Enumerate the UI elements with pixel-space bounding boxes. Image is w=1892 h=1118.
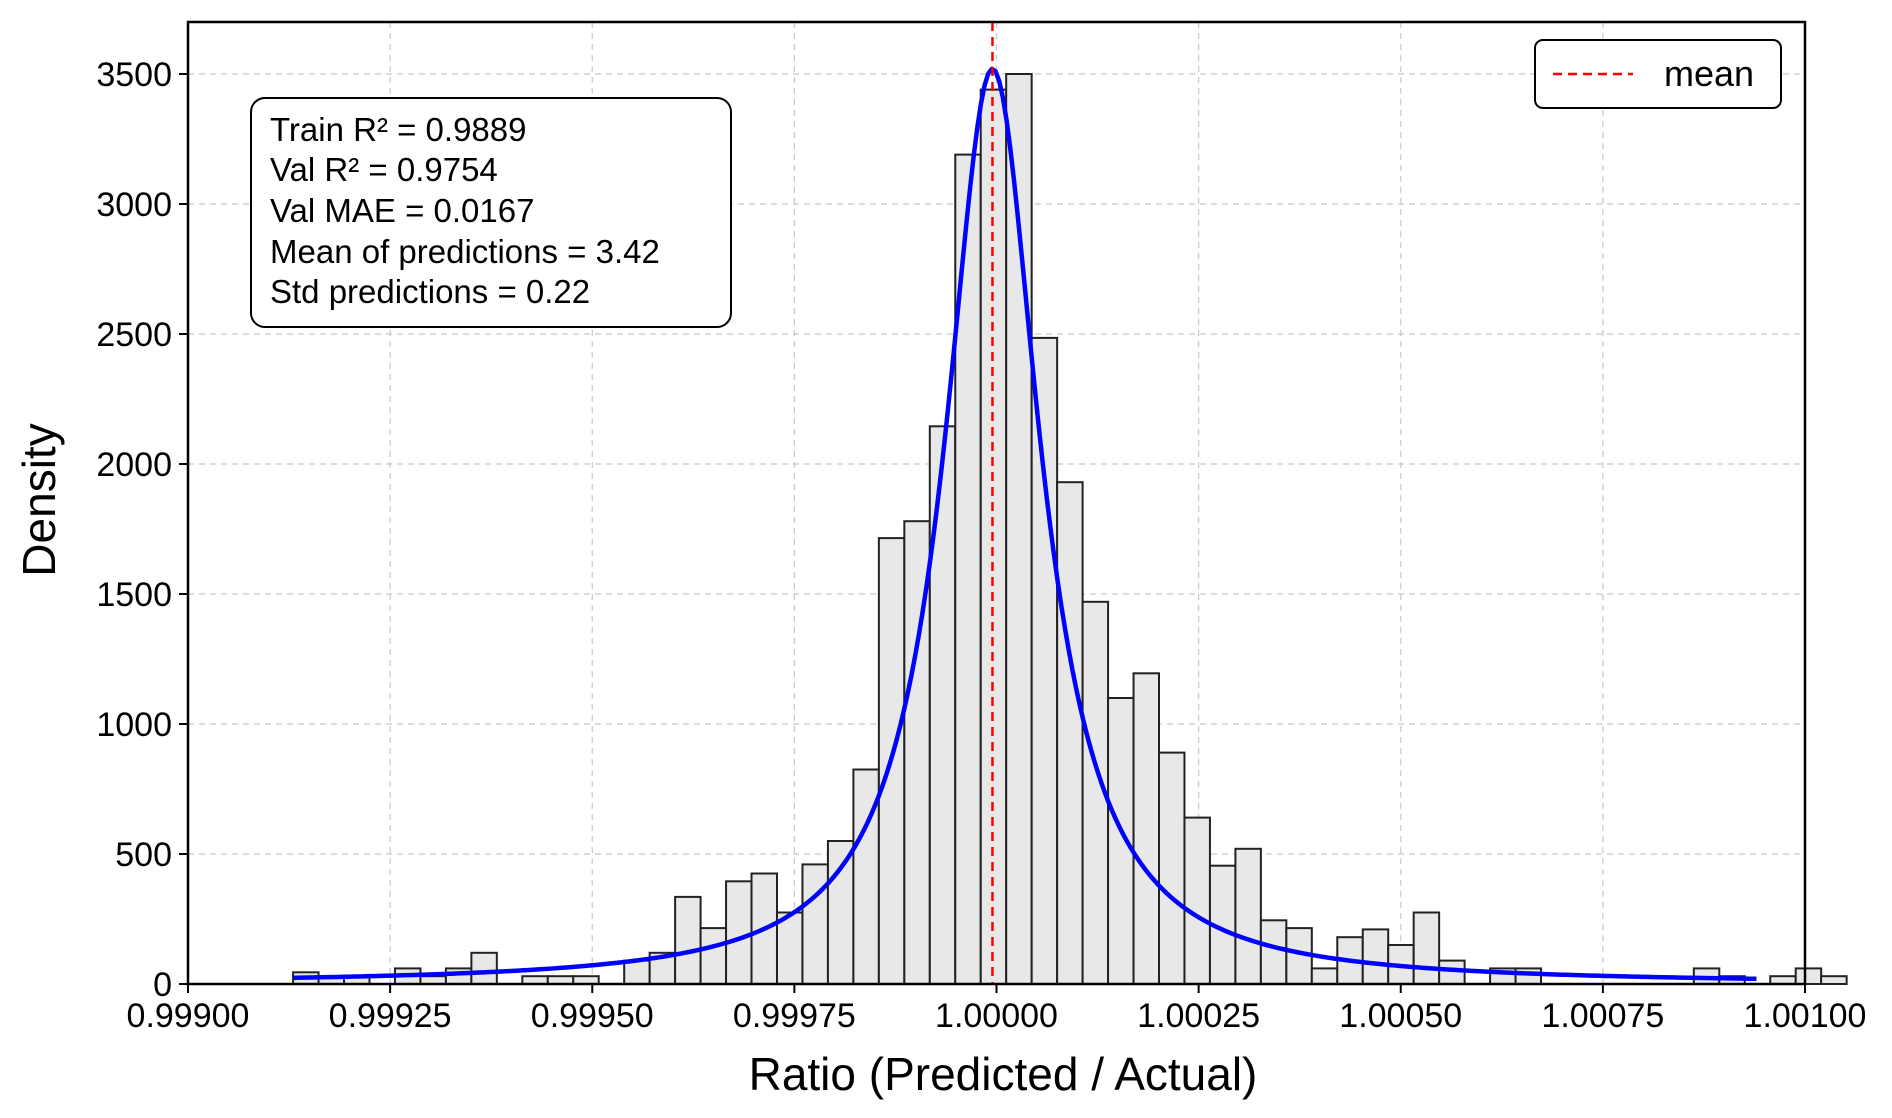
y-tick-label: 3000 [96,186,172,224]
y-tick-label: 3500 [96,56,172,94]
histogram-bar [1030,336,1059,985]
y-tick-label: 2500 [96,316,172,354]
histogram-bar [1183,816,1211,985]
histogram-bar [1259,919,1288,985]
histogram-bar [1361,928,1390,986]
y-tick-label: 2000 [96,446,172,484]
x-tick-label: 0.99950 [531,997,654,1035]
stat-mean-predictions: Mean of predictions = 3.42 [270,233,660,270]
histogram-bar [1310,967,1339,986]
x-tick-label: 0.99900 [127,997,250,1035]
histogram-bar [1820,975,1848,986]
stats-annotation-box: Train R² = 0.9889 Val R² = 0.9754 Val MA… [250,97,732,328]
histogram-bar [801,863,829,986]
histogram-bar [470,951,498,985]
stat-train-r2: Train R² = 0.9889 [270,111,527,148]
histogram-bar [1514,967,1543,986]
stats-box-frame [250,97,732,328]
axes-group [179,20,1807,993]
histogram-bar [1107,697,1135,985]
x-tick-label: 1.00025 [1137,997,1260,1035]
stat-std-predictions: Std predictions = 0.22 [270,273,590,310]
y-tick-label: 1000 [96,706,172,744]
histogram-bar [1132,672,1161,985]
fit-curve-group [293,66,1757,982]
x-tick-label: 1.00075 [1541,997,1664,1035]
x-tick-label: 0.99975 [733,997,856,1035]
stat-val-r2: Val R² = 0.9754 [270,151,498,188]
x-axis-label: Ratio (Predicted / Actual) [749,1048,1258,1100]
histogram-bar [928,425,957,985]
x-tick-label: 1.00100 [1744,997,1867,1035]
histogram-bar [1412,911,1441,985]
histogram-bar [623,959,651,985]
histogram-bar [1158,751,1186,985]
legend-frame [1534,39,1782,109]
histogram-bar [674,895,702,986]
y-tick-label: 0 [153,966,172,1004]
histogram-bar [1234,847,1262,985]
legend: mean [1534,39,1782,109]
y-axis-label: Density [13,423,65,576]
x-tick-label: 1.00050 [1339,997,1462,1035]
y-tick-labels: 0 500 1000 1500 2000 2500 3000 3500 [96,56,172,1004]
histogram-bar [725,880,753,985]
x-tick-label: 0.99925 [329,997,452,1035]
y-tick-label: 500 [115,836,172,874]
legend-mean-label: mean [1664,53,1754,94]
fit-curve [293,66,1757,982]
histogram-bar [775,911,804,985]
y-tick-label: 1500 [96,576,172,614]
stat-val-mae: Val MAE = 0.0167 [270,192,534,229]
histogram-bar [1794,967,1823,986]
histogram-bar [826,840,855,985]
histogram-bar [699,927,728,985]
x-tick-label: 1.00000 [935,997,1058,1035]
histogram-bar [444,967,473,986]
histogram-bar [1056,481,1084,985]
x-tick-labels: 0.99900 0.99925 0.99950 0.99975 1.00000 1.000… [127,997,1867,1035]
